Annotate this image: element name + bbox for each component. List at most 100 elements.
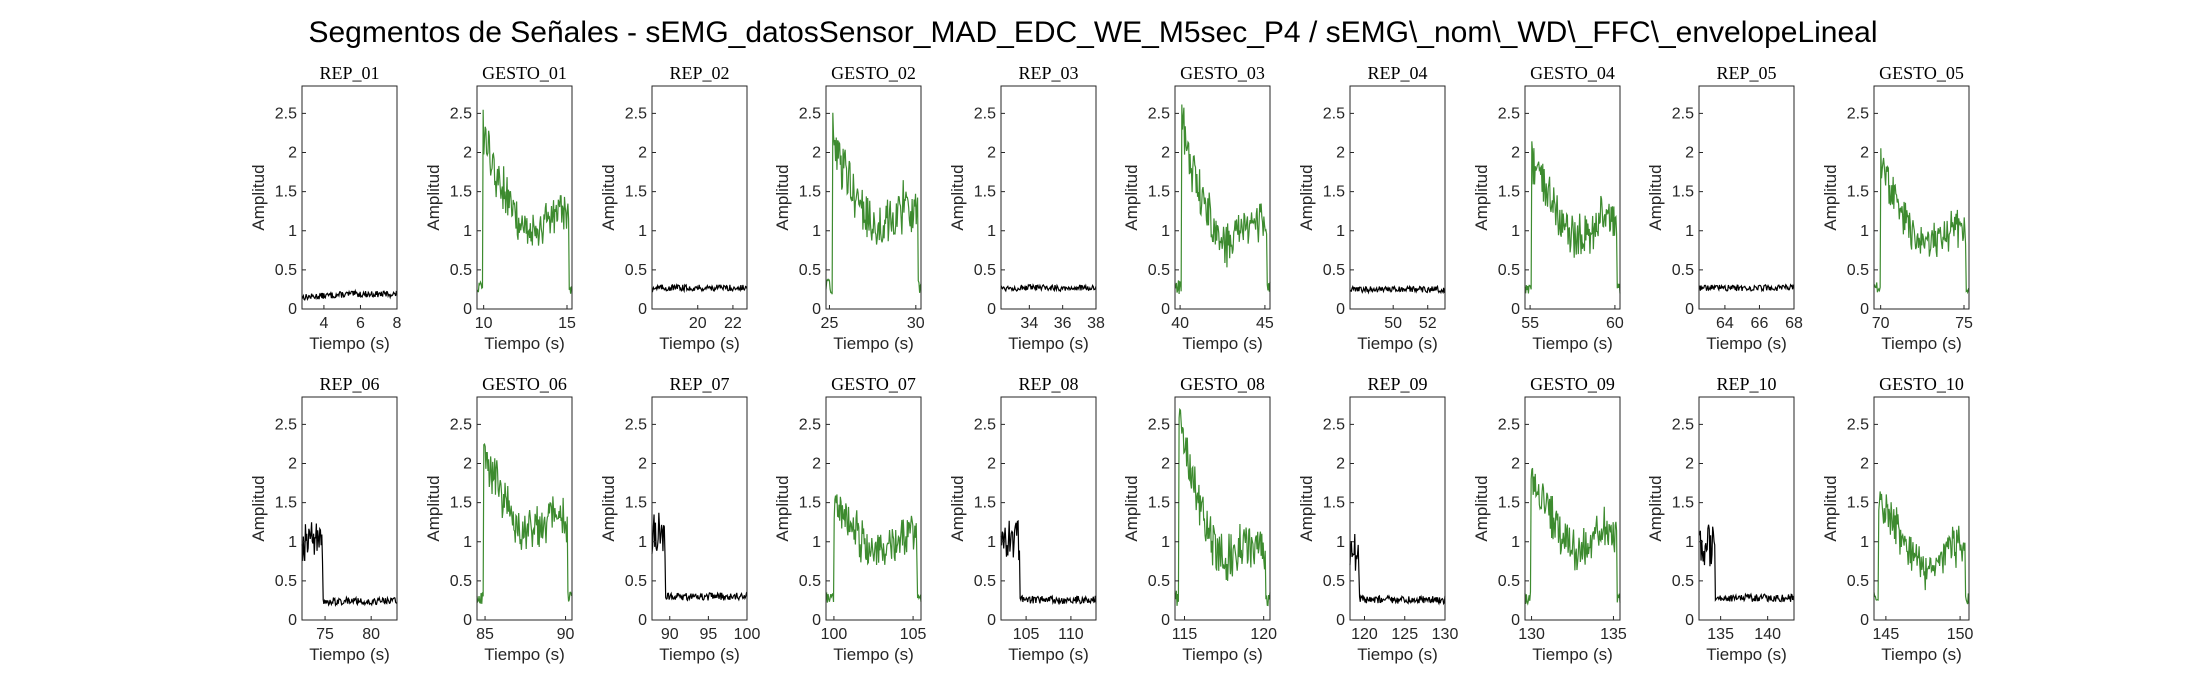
y-tick-label: 1: [1685, 223, 1694, 240]
x-tick-label: 66: [1751, 315, 1769, 332]
x-axis-label: Tiempo (s): [659, 334, 740, 353]
signal-line: [1349, 533, 1446, 606]
x-tick-label: 75: [1955, 315, 1973, 332]
y-tick-label: 0: [1511, 301, 1520, 318]
y-tick-label: 0: [1685, 612, 1694, 629]
y-tick-label: 2.5: [1672, 416, 1694, 433]
y-tick-label: 2: [288, 145, 297, 162]
x-tick-label: 20: [689, 315, 707, 332]
x-axis-label: Tiempo (s): [659, 645, 740, 664]
subplot-title: REP_09: [1367, 374, 1427, 394]
y-tick-label: 1: [1336, 534, 1345, 551]
x-tick-label: 125: [1391, 626, 1418, 643]
signal-line: [1349, 284, 1446, 295]
y-axis-label: Amplitud: [249, 164, 268, 230]
y-tick-label: 0.5: [974, 573, 996, 590]
y-tick-label: 2: [463, 145, 472, 162]
axes-frame: [1698, 396, 1795, 621]
x-tick-label: 95: [699, 626, 717, 643]
y-tick-label: 2.5: [974, 416, 996, 433]
y-tick-label: 0.5: [1847, 573, 1869, 590]
y-tick-label: 1.5: [450, 495, 472, 512]
axes-frame: [476, 85, 573, 310]
y-tick-label: 1: [463, 534, 472, 551]
y-tick-label: 1: [987, 534, 996, 551]
x-axis-label: Tiempo (s): [1357, 334, 1438, 353]
y-tick-label: 0.5: [1498, 262, 1520, 279]
y-tick-label: 0.5: [799, 262, 821, 279]
signal-line: [1698, 283, 1795, 293]
y-tick-label: 1.5: [1323, 184, 1345, 201]
y-tick-label: 0: [463, 612, 472, 629]
y-tick-label: 0: [463, 301, 472, 318]
y-tick-label: 0.5: [275, 573, 297, 590]
y-tick-label: 0.5: [1672, 262, 1694, 279]
x-tick-label: 100: [734, 626, 761, 643]
x-tick-label: 100: [821, 626, 848, 643]
y-tick-label: 2: [288, 456, 297, 473]
y-tick-label: 2: [638, 456, 647, 473]
axes-frame: [1524, 396, 1621, 621]
subplot-title: GESTO_04: [1530, 63, 1615, 83]
y-tick-label: 2.5: [1498, 416, 1520, 433]
subplot-gesto-09: GESTO_09 0 0.5 1 1.5 2 2.5 130 135 Tiempo (s) Ampl…: [1472, 374, 1627, 664]
y-tick-label: 1: [987, 223, 996, 240]
axes-frame: [825, 85, 922, 310]
subplot-rep-02: REP_02 0 0.5 1 1.5 2 2.5 20 22 Tiempo (s) Amplitud: [599, 63, 748, 353]
y-tick-label: 2.5: [275, 416, 297, 433]
subplot-gesto-01: GESTO_01 0 0.5 1 1.5 2 2.5 10 15 Tiempo (s) Amplit…: [424, 63, 576, 353]
y-tick-label: 1: [1161, 534, 1170, 551]
x-tick-label: 135: [1707, 626, 1734, 643]
y-axis-label: Amplitud: [424, 475, 443, 541]
signal-line: [1000, 520, 1097, 606]
x-tick-label: 40: [1171, 315, 1189, 332]
y-tick-label: 1.5: [625, 184, 647, 201]
y-axis-label: Amplitud: [1122, 164, 1141, 230]
x-tick-label: 8: [393, 315, 402, 332]
signal-line: [651, 283, 748, 294]
y-tick-label: 2: [987, 145, 996, 162]
y-tick-label: 1: [638, 223, 647, 240]
y-tick-label: 1.5: [625, 495, 647, 512]
subplot-gesto-04: GESTO_04 0 0.5 1 1.5 2 2.5 55 60 Tiempo (s) Amplit…: [1472, 63, 1624, 353]
subplot-rep-03: REP_03 0 0.5 1 1.5 2 2.5 34 36 38 Tiempo (s) Amplit…: [948, 63, 1105, 353]
y-tick-label: 1.5: [1148, 184, 1170, 201]
y-axis-label: Amplitud: [1297, 164, 1316, 230]
subplot-title: REP_05: [1716, 63, 1776, 83]
y-tick-label: 1: [1860, 223, 1869, 240]
axes-frame: [1524, 85, 1621, 310]
y-tick-label: 2: [1511, 456, 1520, 473]
y-tick-label: 0: [638, 612, 647, 629]
y-tick-label: 0: [987, 612, 996, 629]
y-tick-label: 2.5: [1847, 105, 1869, 122]
subplot-gesto-05: GESTO_05 0 0.5 1 1.5 2 2.5 70 75 Tiempo (s) Amplit…: [1821, 63, 1973, 353]
x-tick-label: 34: [1020, 315, 1038, 332]
y-tick-label: 2: [1685, 145, 1694, 162]
y-tick-label: 1.5: [974, 495, 996, 512]
x-axis-label: Tiempo (s): [309, 645, 390, 664]
subplot-title: GESTO_05: [1879, 63, 1964, 83]
y-tick-label: 0.5: [450, 573, 472, 590]
y-tick-label: 0: [1860, 612, 1869, 629]
y-tick-label: 1: [812, 223, 821, 240]
y-tick-label: 0.5: [1323, 573, 1345, 590]
x-tick-label: 70: [1872, 315, 1890, 332]
y-tick-label: 2.5: [799, 416, 821, 433]
axes-frame: [1349, 396, 1446, 621]
x-tick-label: 36: [1054, 315, 1072, 332]
y-tick-label: 2.5: [450, 416, 472, 433]
y-tick-label: 2.5: [1498, 105, 1520, 122]
axes-frame: [1000, 396, 1097, 621]
figure-title: Segmentos de Señales - sEMG_datosSensor_…: [308, 16, 1877, 49]
y-tick-label: 1.5: [974, 184, 996, 201]
x-tick-label: 68: [1785, 315, 1803, 332]
y-tick-label: 0: [288, 612, 297, 629]
subplot-title: GESTO_07: [831, 374, 916, 394]
subplot-title: GESTO_02: [831, 63, 916, 83]
y-tick-label: 2.5: [625, 416, 647, 433]
x-tick-label: 90: [557, 626, 575, 643]
y-tick-label: 2.5: [275, 105, 297, 122]
y-tick-label: 1.5: [1148, 495, 1170, 512]
y-tick-label: 0.5: [275, 262, 297, 279]
